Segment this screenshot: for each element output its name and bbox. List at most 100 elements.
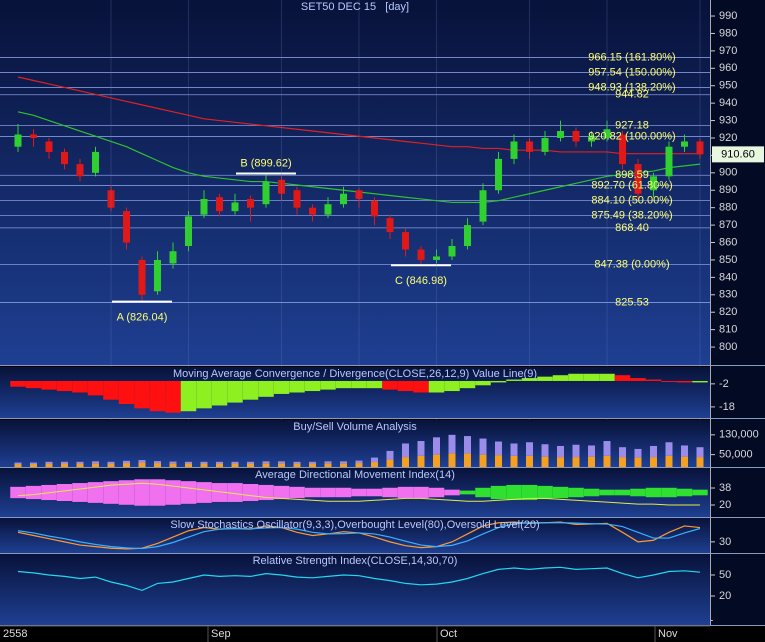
di-area xyxy=(304,487,321,498)
y-tick-label: 800 xyxy=(719,341,737,353)
di-area xyxy=(490,485,507,500)
y-tick-label: 810 xyxy=(719,324,737,336)
candle-body xyxy=(448,246,456,257)
y-tick-label: 840 xyxy=(719,271,737,283)
candle-body xyxy=(371,200,378,217)
candle-body xyxy=(417,249,425,260)
di-area xyxy=(599,489,615,496)
candle-body xyxy=(355,190,363,199)
bar xyxy=(118,380,135,405)
di-area xyxy=(118,480,135,505)
candle-body xyxy=(634,164,642,194)
y-tick-label: 970 xyxy=(719,45,737,57)
bar xyxy=(541,444,549,457)
bar xyxy=(304,380,321,392)
bar xyxy=(273,380,290,394)
candle-body xyxy=(464,225,471,247)
candle-body xyxy=(681,141,688,147)
di-area xyxy=(444,489,460,496)
bar xyxy=(340,463,347,467)
di-area xyxy=(397,486,414,499)
di-area xyxy=(273,485,290,500)
panel xyxy=(0,0,710,365)
y-tick-label: 830 xyxy=(719,289,737,301)
candle-body xyxy=(433,256,440,260)
level-label: 847.38 (0.00%) xyxy=(594,258,669,270)
bar xyxy=(227,380,243,403)
bar xyxy=(541,456,549,467)
candle-body xyxy=(340,193,347,205)
bar xyxy=(30,462,37,465)
bar xyxy=(340,461,347,464)
level-label: 957.54 (150.00%) xyxy=(588,66,675,78)
candle-body xyxy=(324,204,332,215)
candle-body xyxy=(92,151,99,173)
candle-body xyxy=(495,158,502,191)
candle-body xyxy=(14,134,22,147)
bar xyxy=(568,373,584,381)
di-area xyxy=(289,486,305,499)
candle-body xyxy=(541,137,549,152)
bar xyxy=(289,380,305,393)
bar xyxy=(14,464,22,467)
bar xyxy=(490,380,507,383)
bar xyxy=(479,454,487,467)
di-area xyxy=(211,483,228,502)
bar xyxy=(293,463,301,467)
candle-body xyxy=(510,141,518,159)
bar xyxy=(154,463,161,467)
bar xyxy=(76,461,84,464)
bar xyxy=(216,463,223,467)
bar xyxy=(696,457,704,467)
di-area xyxy=(692,489,708,496)
y-tick-label: 920 xyxy=(719,132,737,144)
bar xyxy=(386,459,394,467)
bar xyxy=(258,380,274,397)
axis-area xyxy=(710,0,765,625)
last-price-box xyxy=(712,146,764,163)
bar xyxy=(402,457,409,467)
bar xyxy=(448,453,456,467)
level-label: 884.10 (50.00%) xyxy=(591,194,672,206)
bar xyxy=(402,443,409,458)
bar xyxy=(335,380,352,389)
bar xyxy=(247,463,254,467)
candle-body xyxy=(650,176,657,191)
bar xyxy=(14,462,22,465)
di-area xyxy=(552,486,569,499)
plot: 9909809709609509409309209109008908808708… xyxy=(0,0,765,626)
bar xyxy=(10,380,26,387)
candle-body xyxy=(588,136,595,142)
di-area xyxy=(196,482,212,503)
level-label: 875.49 (38.20%) xyxy=(591,209,672,221)
bar xyxy=(72,380,88,393)
bar xyxy=(138,460,146,463)
y-tick-label: 880 xyxy=(719,202,737,214)
di-area xyxy=(335,487,352,498)
last-price-label: 910.60 xyxy=(721,148,755,160)
bar xyxy=(557,457,564,467)
bar xyxy=(41,380,57,390)
bar xyxy=(123,463,130,467)
di-area xyxy=(537,485,553,500)
y-tick-label: 990 xyxy=(719,10,737,22)
level-label: 868.40 xyxy=(615,222,649,234)
candle-body xyxy=(619,134,626,165)
bar xyxy=(433,437,440,455)
bar xyxy=(293,461,301,464)
bar xyxy=(169,461,177,464)
di-area xyxy=(165,480,181,505)
level-label: 966.15 (161.80%) xyxy=(588,51,675,63)
pivot-label: B (899.62) xyxy=(240,157,291,169)
period-label: Nov xyxy=(658,628,678,640)
bar xyxy=(196,380,212,409)
bar xyxy=(211,380,228,406)
di-area xyxy=(614,489,631,496)
y-tick-label: 820 xyxy=(719,306,737,318)
bar xyxy=(366,380,383,389)
di-area xyxy=(25,485,42,500)
bar xyxy=(650,457,657,467)
bar xyxy=(619,447,626,458)
y-tick-label: 50,000 xyxy=(719,449,753,461)
candle-body xyxy=(309,207,316,215)
